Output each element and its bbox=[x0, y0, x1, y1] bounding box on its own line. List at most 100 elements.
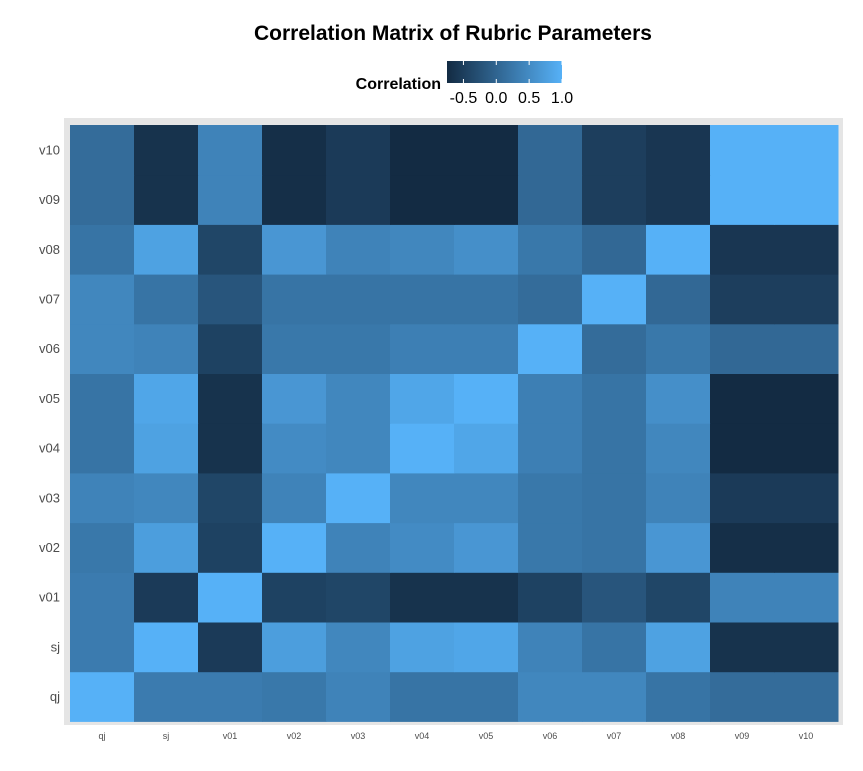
heatmap-cell-qj-v01 bbox=[198, 671, 263, 722]
heatmap-cell-v01-v01 bbox=[198, 572, 263, 623]
heatmap-cell-sj-sj bbox=[134, 622, 199, 673]
heatmap-cell-v04-v07 bbox=[582, 423, 647, 474]
heatmap-cell-v05-v03 bbox=[326, 373, 391, 424]
heatmap-cell-v10-v06 bbox=[518, 125, 583, 176]
y-tick-label-v05: v05 bbox=[39, 391, 60, 406]
heatmap-cell-sj-v02 bbox=[262, 622, 327, 673]
heatmap-cell-v08-sj bbox=[134, 224, 199, 275]
heatmap-cell-v03-qj bbox=[70, 472, 135, 524]
heatmap-cell-v08-v08 bbox=[646, 224, 711, 275]
heatmap-cell-v04-v05 bbox=[454, 423, 519, 474]
y-tick-label-v02: v02 bbox=[39, 540, 60, 555]
heatmap-cell-v09-sj bbox=[134, 174, 199, 225]
heatmap-cell-v06-v03 bbox=[326, 323, 391, 374]
heatmap-cell-v03-v10 bbox=[774, 472, 839, 524]
heatmap-cell-v05-v08 bbox=[646, 373, 711, 424]
chart-title: Correlation Matrix of Rubric Parameters bbox=[254, 22, 652, 45]
heatmap-cell-v05-sj bbox=[134, 373, 199, 424]
legend: Correlation -0.5 0.0 0.5 1.0 bbox=[356, 61, 573, 107]
y-tick-label-sj: sj bbox=[51, 639, 61, 654]
heatmap-cell-v05-v02 bbox=[262, 373, 327, 424]
heatmap-cell-v01-v06 bbox=[518, 572, 583, 623]
heatmap-cell-sj-v04 bbox=[390, 622, 455, 673]
heatmap-cell-qj-v09 bbox=[710, 671, 775, 722]
heatmap-cell-v05-v10 bbox=[774, 373, 839, 424]
heatmap-cell-v05-v09 bbox=[710, 373, 775, 424]
heatmap-cell-v07-v07 bbox=[582, 274, 647, 325]
y-axis-labels: qj sj v01 v02 v03 v04 v05 v06 v07 v08 v09 v10 bbox=[39, 142, 60, 704]
x-tick-label-v09: v09 bbox=[735, 731, 750, 741]
heatmap-cell-v09-v03 bbox=[326, 174, 391, 225]
heatmap-cell-v07-v09 bbox=[710, 274, 775, 325]
heatmap-cell-v10-v10 bbox=[774, 125, 839, 176]
y-tick-label-v09: v09 bbox=[39, 192, 60, 207]
heatmap-cell-v06-v02 bbox=[262, 323, 327, 374]
heatmap-cell-v06-v04 bbox=[390, 323, 455, 374]
heatmap-cell-v01-v09 bbox=[710, 572, 775, 623]
heatmap-cell-v05-v07 bbox=[582, 373, 647, 424]
heatmap-cell-v07-v10 bbox=[774, 274, 839, 325]
y-tick-label-v03: v03 bbox=[39, 490, 60, 505]
heatmap-cell-v04-v06 bbox=[518, 423, 583, 474]
heatmap-cell-v06-v10 bbox=[774, 323, 839, 374]
x-tick-label-qj: qj bbox=[98, 731, 105, 741]
x-tick-label-sj: sj bbox=[163, 731, 170, 741]
heatmap-cell-v02-v04 bbox=[390, 522, 455, 573]
heatmap-cell-v06-v07 bbox=[582, 323, 647, 374]
heatmap-cell-v10-v05 bbox=[454, 125, 519, 176]
heatmap-cell-sj-v06 bbox=[518, 622, 583, 673]
heatmap-cell-sj-v09 bbox=[710, 622, 775, 673]
legend-tick-label: -0.5 bbox=[450, 90, 478, 107]
heatmap-cell-v06-v05 bbox=[454, 323, 519, 374]
heatmap-cell-v07-v01 bbox=[198, 274, 263, 325]
heatmap-cell-v03-v02 bbox=[262, 472, 327, 524]
heatmap-cell-v05-v04 bbox=[390, 373, 455, 424]
heatmap-cell-v08-v05 bbox=[454, 224, 519, 275]
heatmap-cell-v09-v06 bbox=[518, 174, 583, 225]
x-tick-label-v10: v10 bbox=[799, 731, 814, 741]
heatmap-cell-qj-sj bbox=[134, 671, 199, 722]
heatmap-cell-v05-v05 bbox=[454, 373, 519, 424]
heatmap-cell-v08-v07 bbox=[582, 224, 647, 275]
heatmap-cell-v03-v03 bbox=[326, 472, 391, 524]
heatmap-cell-v06-sj bbox=[134, 323, 199, 374]
heatmap-cell-sj-v03 bbox=[326, 622, 391, 673]
heatmap-cell-v04-qj bbox=[70, 423, 135, 474]
legend-title: Correlation bbox=[356, 76, 441, 93]
heatmap-cell-v02-v05 bbox=[454, 522, 519, 573]
heatmap-cell-v09-v04 bbox=[390, 174, 455, 225]
heatmap-cell-v01-v10 bbox=[774, 572, 839, 623]
heatmap-cell-sj-v10 bbox=[774, 622, 839, 673]
heatmap-cell-v10-v02 bbox=[262, 125, 327, 176]
heatmap-cell-v02-v01 bbox=[198, 522, 263, 573]
x-axis-labels: qj sj v01 v02 v03 v04 v05 v06 v07 v08 v09 v10 bbox=[98, 731, 813, 741]
heatmap-cell-v10-v01 bbox=[198, 125, 263, 176]
heatmap-cell-v05-qj bbox=[70, 373, 135, 424]
heatmap-cell-v09-v05 bbox=[454, 174, 519, 225]
x-tick-label-v05: v05 bbox=[479, 731, 494, 741]
heatmap-cell-v04-v10 bbox=[774, 423, 839, 474]
heatmap-cell-v09-v10 bbox=[774, 174, 839, 225]
heatmap-cell-v03-v09 bbox=[710, 472, 775, 524]
heatmap-cell-v08-v04 bbox=[390, 224, 455, 275]
y-tick-label-v08: v08 bbox=[39, 242, 60, 257]
heatmap-cell-v04-v04 bbox=[390, 423, 455, 474]
heatmap-cell-qj-v05 bbox=[454, 671, 519, 722]
heatmap-cell-v07-qj bbox=[70, 274, 135, 325]
heatmap-cell-v06-v06 bbox=[518, 323, 583, 374]
heatmap-cell-v10-v09 bbox=[710, 125, 775, 176]
heatmap-cells bbox=[70, 125, 839, 722]
heatmap-cell-v10-v08 bbox=[646, 125, 711, 176]
heatmap-cell-v05-v01 bbox=[198, 373, 263, 424]
heatmap-cell-v03-v06 bbox=[518, 472, 583, 524]
heatmap-cell-qj-qj bbox=[70, 671, 135, 722]
heatmap-cell-qj-v06 bbox=[518, 671, 583, 722]
heatmap-cell-v10-v04 bbox=[390, 125, 455, 176]
heatmap-cell-v05-v06 bbox=[518, 373, 583, 424]
heatmap-cell-v06-v08 bbox=[646, 323, 711, 374]
heatmap-cell-v01-sj bbox=[134, 572, 199, 623]
heatmap-cell-v07-v03 bbox=[326, 274, 391, 325]
heatmap-cell-v03-v01 bbox=[198, 472, 263, 524]
y-tick-label-v01: v01 bbox=[39, 590, 60, 605]
